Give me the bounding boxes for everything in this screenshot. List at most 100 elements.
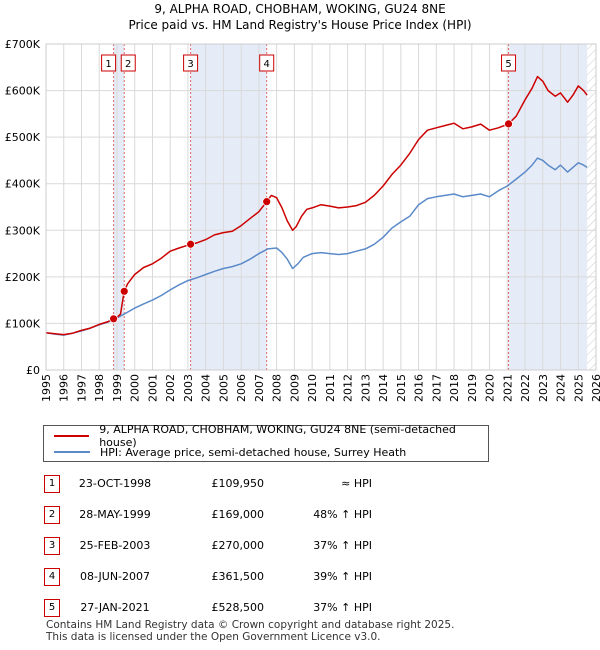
x-tick-label: 2023 — [537, 374, 550, 402]
x-tick-label: 2009 — [288, 374, 301, 402]
y-tick-label: £500K — [5, 131, 41, 144]
price-chart: 9, ALPHA ROAD, CHOBHAM, WOKING, GU24 8NE… — [5, 2, 600, 402]
sale-date: 25-FEB-2003 — [79, 539, 151, 552]
x-tick-label: 2015 — [395, 374, 408, 402]
x-tick-label: 2006 — [235, 374, 248, 402]
sale-number-badge: 3 — [44, 537, 60, 555]
x-tick-label: 2014 — [377, 374, 390, 402]
y-tick-label: £400K — [5, 178, 41, 191]
x-tick-label: 2002 — [164, 374, 177, 402]
x-tick-label: 2000 — [129, 374, 142, 402]
sale-label-box — [259, 54, 275, 72]
sale-label: 3 — [187, 59, 193, 70]
sale-label: 2 — [125, 59, 131, 70]
forecast-hatch — [587, 44, 596, 370]
footer-attribution: Contains HM Land Registry data © Crown c… — [46, 619, 454, 643]
sale-price: £109,950 — [211, 477, 265, 490]
y-tick-label: £600K — [5, 85, 41, 98]
series-line — [45, 75, 588, 336]
table-row: 1 23-OCT-1998 £109,950 ≈ HPI — [0, 475, 600, 495]
plot-frame — [45, 43, 597, 371]
x-tick-label: 2007 — [253, 374, 266, 402]
x-tick-label: 2004 — [200, 374, 213, 402]
sale-hpi-comparison: 37% ↑ HPI — [313, 601, 372, 614]
x-tick-label: 2013 — [359, 374, 372, 402]
x-tick-label: 2022 — [519, 374, 532, 402]
footer-line-1: Contains HM Land Registry data © Crown c… — [46, 619, 455, 631]
sale-number-badge: 2 — [44, 506, 60, 524]
x-tick-label: 2008 — [271, 374, 284, 402]
sale-point — [504, 119, 513, 129]
x-tick-label: 2020 — [484, 374, 497, 402]
sale-price: £361,500 — [211, 570, 265, 583]
sale-period-shading — [190, 44, 267, 370]
x-tick-label: 1998 — [93, 374, 106, 402]
legend-property-label: 9, ALPHA ROAD, CHOBHAM, WOKING, GU24 8NE… — [99, 423, 456, 449]
x-tick-label: 2018 — [448, 374, 461, 402]
table-row: 4 08-JUN-2007 £361,500 39% ↑ HPI — [0, 568, 600, 588]
sale-date: 28-MAY-1999 — [79, 508, 151, 521]
legend-item-property: 9, ALPHA ROAD, CHOBHAM, WOKING, GU24 8NE… — [54, 423, 488, 449]
y-tick-label: £200K — [5, 271, 41, 284]
sale-hpi-comparison: 37% ↑ HPI — [313, 539, 372, 552]
table-row: 5 27-JAN-2021 £528,500 37% ↑ HPI — [0, 599, 600, 619]
sale-price: £270,000 — [211, 539, 265, 552]
x-tick-label: 2016 — [413, 374, 426, 402]
sale-price: £169,000 — [211, 508, 265, 521]
chart-subtitle: Price paid vs. HM Land Registry's House … — [128, 18, 471, 32]
x-tick-label: 2012 — [342, 374, 355, 402]
sale-point — [186, 239, 195, 249]
sale-hpi-comparison: 39% ↑ HPI — [313, 570, 372, 583]
x-tick-label: 2019 — [466, 374, 479, 402]
sale-number-badge: 5 — [44, 599, 60, 617]
legend-hpi-label: HPI: Average price, semi-detached house,… — [100, 445, 407, 459]
table-row: 3 25-FEB-2003 £270,000 37% ↑ HPI — [0, 537, 600, 557]
footer-line-2: This data is licensed under the Open Gov… — [46, 631, 381, 643]
sale-date: 23-OCT-1998 — [78, 477, 152, 490]
legend-property-swatch — [54, 435, 90, 437]
sale-label: 4 — [264, 59, 270, 70]
sale-point — [262, 197, 272, 207]
legend-hpi-swatch — [54, 451, 90, 453]
sale-number-badge: 4 — [44, 568, 60, 586]
table-row: 2 28-MAY-1999 £169,000 48% ↑ HPI — [0, 506, 600, 526]
sale-label-box — [501, 54, 517, 72]
sale-date: 27-JAN-2021 — [80, 601, 150, 614]
sale-number-badge: 1 — [44, 475, 60, 493]
sale-price: £528,500 — [211, 601, 265, 614]
x-tick-label: 2025 — [572, 374, 585, 402]
sale-hpi-comparison: ≈ HPI — [341, 477, 372, 490]
sale-hpi-comparison: 48% ↑ HPI — [313, 508, 372, 521]
y-tick-label: £300K — [5, 224, 41, 237]
sale-label-box — [101, 54, 117, 72]
y-tick-label: £100K — [5, 317, 41, 330]
sale-label: 5 — [505, 59, 511, 70]
x-tick-label: 1996 — [58, 374, 71, 402]
x-tick-label: 1999 — [111, 374, 124, 402]
x-tick-label: 2001 — [146, 374, 159, 402]
x-tick-label: 2010 — [306, 374, 319, 402]
y-tick-label: £0 — [26, 364, 40, 377]
legend: 9, ALPHA ROAD, CHOBHAM, WOKING, GU24 8NE… — [43, 423, 489, 462]
sale-point — [119, 286, 129, 296]
sale-period-shading — [113, 44, 125, 370]
x-tick-label: 2005 — [217, 374, 230, 402]
sale-period-shading — [508, 44, 588, 370]
sale-label-box — [183, 54, 199, 72]
y-tick-label: £700K — [5, 38, 41, 51]
sale-label-box — [120, 54, 136, 72]
x-tick-label: 2026 — [590, 374, 600, 402]
x-tick-label: 1997 — [75, 374, 88, 402]
series-line — [45, 157, 588, 336]
x-tick-label: 2021 — [501, 374, 514, 402]
legend-item-hpi: HPI: Average price, semi-detached house,… — [54, 444, 406, 460]
x-tick-label: 2003 — [182, 374, 195, 402]
x-tick-label: 2011 — [324, 374, 337, 402]
x-tick-label: 2024 — [555, 374, 568, 402]
x-tick-label: 2017 — [430, 374, 443, 402]
sale-point — [109, 314, 118, 324]
sale-label: 1 — [105, 59, 111, 70]
chart-title: 9, ALPHA ROAD, CHOBHAM, WOKING, GU24 8NE — [154, 2, 445, 16]
sale-date: 08-JUN-2007 — [79, 570, 151, 583]
x-tick-label: 1995 — [40, 374, 53, 402]
